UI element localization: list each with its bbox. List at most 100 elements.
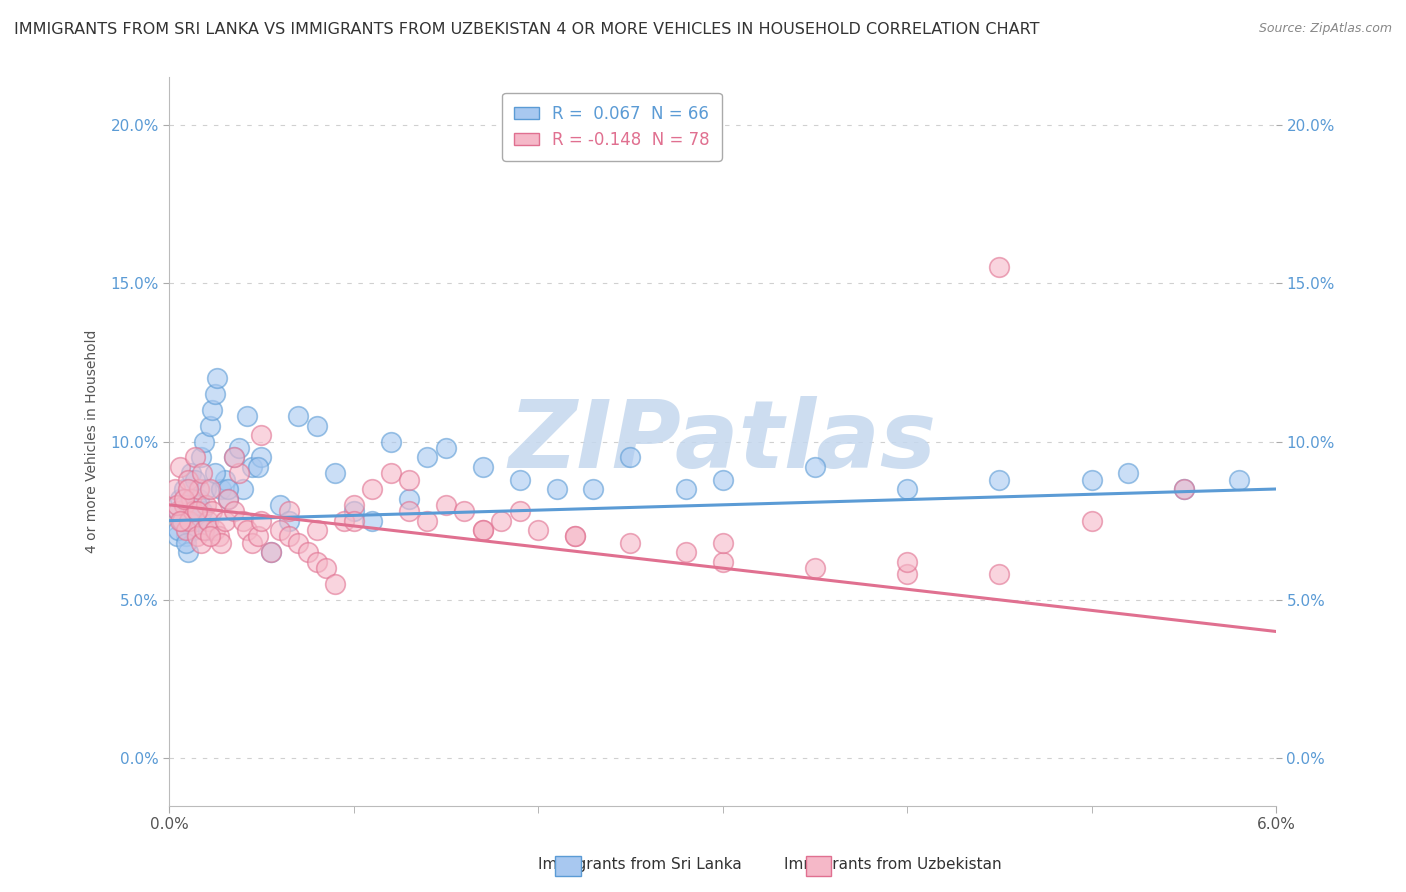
Point: [190, 450, 212, 465]
Point: [198, 482, 221, 496]
Point: [471, 459, 494, 474]
Point: [323, 577, 346, 591]
Point: [166, 529, 188, 543]
Point: [228, 466, 250, 480]
Point: [180, 504, 202, 518]
Point: [260, 545, 283, 559]
Point: [361, 482, 384, 496]
Point: [198, 529, 221, 543]
Point: [305, 418, 328, 433]
Point: [184, 450, 207, 465]
Point: [179, 504, 201, 518]
Point: [896, 555, 918, 569]
Point: [235, 409, 257, 424]
Point: [250, 514, 273, 528]
Point: [184, 473, 207, 487]
Point: [398, 473, 420, 487]
Point: [181, 504, 204, 518]
Point: [471, 523, 494, 537]
Text: Immigrants from Sri Lanka: Immigrants from Sri Lanka: [538, 857, 741, 872]
Point: [222, 450, 245, 465]
Text: IMMIGRANTS FROM SRI LANKA VS IMMIGRANTS FROM UZBEKISTAN 4 OR MORE VEHICLES IN HO: IMMIGRANTS FROM SRI LANKA VS IMMIGRANTS …: [14, 22, 1039, 37]
Point: [163, 482, 186, 496]
Point: [174, 529, 197, 543]
Point: [434, 498, 457, 512]
Text: ZIPatlas: ZIPatlas: [509, 395, 936, 488]
Point: [416, 450, 439, 465]
Point: [509, 473, 531, 487]
Point: [186, 504, 208, 518]
Point: [217, 491, 239, 506]
Point: [209, 482, 232, 496]
Point: [232, 482, 254, 496]
Point: [988, 473, 1011, 487]
Point: [169, 491, 191, 506]
Point: [191, 466, 214, 480]
Point: [398, 504, 420, 518]
Point: [187, 482, 209, 496]
Point: [278, 529, 301, 543]
Point: [333, 514, 356, 528]
Point: [176, 482, 198, 496]
Point: [167, 523, 190, 537]
Point: [167, 504, 190, 518]
Point: [434, 441, 457, 455]
Point: [278, 504, 301, 518]
Point: [804, 561, 827, 575]
Point: [471, 523, 494, 537]
Text: Source: ZipAtlas.com: Source: ZipAtlas.com: [1258, 22, 1392, 36]
Point: [176, 473, 198, 487]
Point: [209, 536, 232, 550]
Point: [201, 504, 224, 518]
Point: [240, 536, 263, 550]
Point: [204, 466, 226, 480]
Point: [619, 450, 641, 465]
Point: [172, 514, 194, 528]
Point: [343, 498, 366, 512]
Point: [582, 482, 605, 496]
Point: [1173, 482, 1195, 496]
Point: [380, 434, 402, 449]
Point: [176, 545, 198, 559]
Point: [186, 514, 208, 528]
Point: [546, 482, 568, 496]
Point: [287, 536, 309, 550]
Point: [173, 498, 195, 512]
Point: [193, 434, 215, 449]
Point: [217, 491, 239, 506]
Point: [197, 523, 219, 537]
Point: [172, 514, 194, 528]
Point: [804, 459, 827, 474]
Point: [214, 473, 236, 487]
Point: [1080, 514, 1102, 528]
Point: [323, 466, 346, 480]
Point: [174, 536, 197, 550]
Point: [222, 504, 245, 518]
Point: [195, 482, 218, 496]
Point: [711, 473, 734, 487]
Point: [489, 514, 512, 528]
Point: [186, 529, 208, 543]
Point: [180, 466, 202, 480]
Point: [1173, 482, 1195, 496]
Point: [173, 491, 195, 506]
Point: [988, 260, 1011, 275]
Point: [343, 504, 366, 518]
Point: [711, 555, 734, 569]
Point: [190, 536, 212, 550]
Point: [453, 504, 475, 518]
Legend: R =  0.067  N = 66, R = -0.148  N = 78: R = 0.067 N = 66, R = -0.148 N = 78: [502, 93, 721, 161]
Point: [179, 514, 201, 528]
Point: [1118, 466, 1140, 480]
Point: [675, 482, 697, 496]
Point: [193, 523, 215, 537]
Point: [228, 441, 250, 455]
Point: [361, 514, 384, 528]
Point: [305, 523, 328, 537]
Text: Immigrants from Uzbekistan: Immigrants from Uzbekistan: [785, 857, 1001, 872]
Point: [278, 514, 301, 528]
Point: [208, 529, 231, 543]
Point: [250, 450, 273, 465]
Point: [204, 387, 226, 401]
Point: [222, 450, 245, 465]
